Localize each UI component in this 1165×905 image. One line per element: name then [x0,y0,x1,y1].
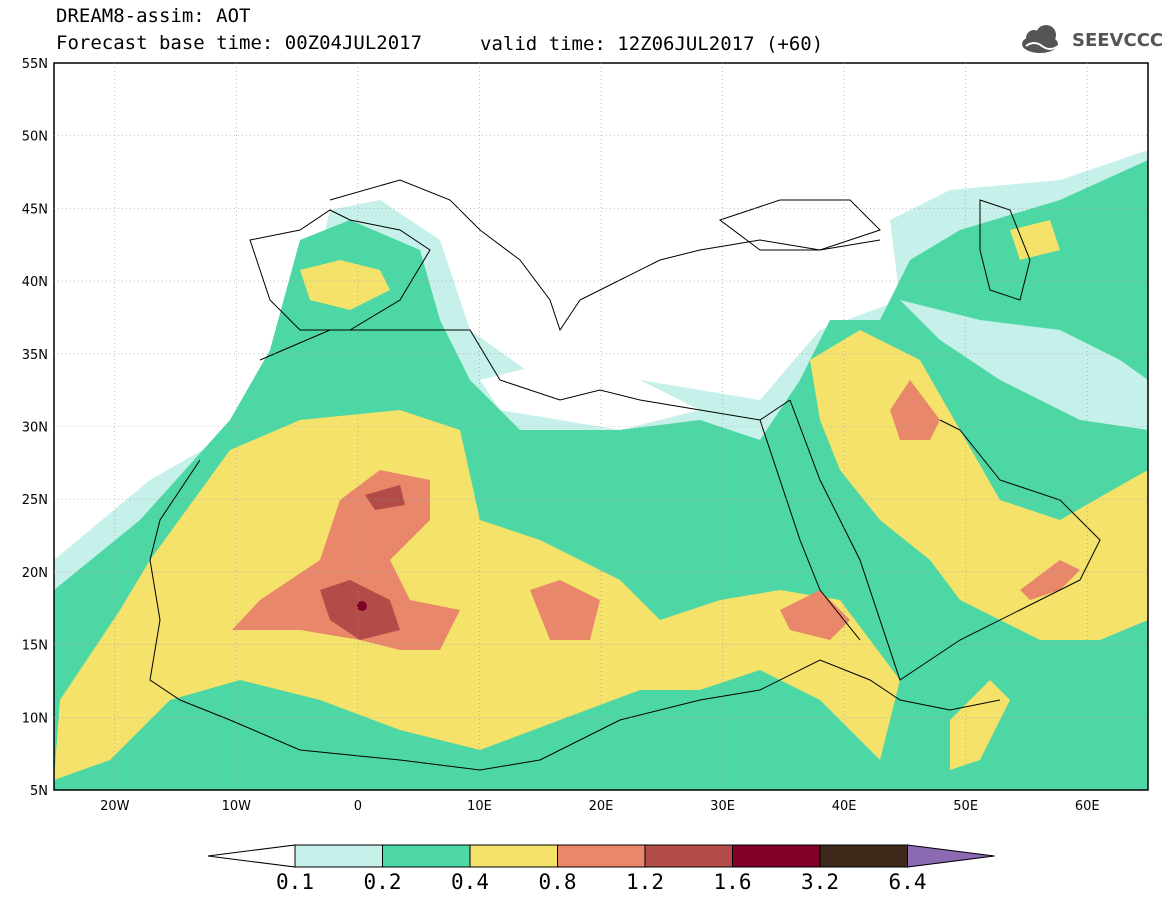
lon-label: 10E [467,799,492,814]
aot-band-0.4-caspian [1010,220,1060,260]
colorbar-swatch [294,844,383,868]
lat-label: 55N [22,57,48,72]
colorbar-swatch [557,844,646,868]
colorbar-label: 0.8 [539,870,577,894]
colorbar-left-arrow [207,844,296,868]
caspian-sea [979,199,1031,301]
black-sea [718,199,881,251]
lat-label: 30N [22,421,48,436]
lat-label: 25N [22,493,48,508]
seevccc-logo [1022,25,1059,53]
title-line-1: DREAM8-assim: AOT [56,5,251,27]
arabia-coast [789,399,1101,681]
colorbar-swatch [469,844,558,868]
colorbar-label: 0.1 [276,870,314,894]
lat-label: 40N [22,275,48,290]
lon-label: 0 [354,799,362,814]
logo-text: SEEVCCC [1072,30,1164,51]
lat-label: 45N [22,202,48,217]
lon-label: 50E [953,799,978,814]
colorbar-label: 1.2 [626,870,664,894]
lon-label: 30E [710,799,735,814]
lon-label: 40E [832,799,857,814]
title-line-2: Forecast base time: 00Z04JUL2017 [56,32,423,54]
lat-label: 35N [22,348,48,363]
lon-label: 60E [1075,799,1100,814]
africa-coast [149,459,1001,771]
red-sea-west [759,419,861,641]
aot-band-0.8-chad [530,580,600,640]
colorbar-right-arrow [907,844,995,868]
med-south-coast [259,329,791,421]
longitude-labels: 20W 10W 0 10E 20E 30E 40E 50E 60E [100,799,1100,814]
lat-label: 20N [22,566,48,581]
lat-label: 5N [30,784,48,799]
colorbar-label: 6.4 [889,870,927,894]
colorbar-label: 0.2 [364,870,402,894]
colorbar-label: 3.2 [801,870,839,894]
colorbar-swatch [819,844,908,868]
lat-label: 10N [22,711,48,726]
colorbar-label: 1.6 [714,870,752,894]
europe-coast [329,179,881,332]
aot-band-0.4-somalia [950,680,1010,770]
colorbar: 0.1 0.2 0.4 0.8 1.2 1.6 3.2 6.4 [207,844,995,894]
colorbar-swatch [644,844,733,868]
colorbar-swatch [382,844,471,868]
aot-band-0.4-iberia [300,260,390,310]
colorbar-label: 0.4 [451,870,489,894]
aot-clear-area-2 [900,300,1148,430]
lon-label: 20W [100,799,130,814]
iberia-coast [249,209,431,331]
aot-band-0.8-sahara [232,470,460,650]
aot-band-1.2-north [365,485,405,510]
aot-band-0.4-west [54,410,900,780]
valid-time: valid time: 12Z06JUL2017 (+60) [480,33,824,55]
aot-band-0.8-oman [1020,560,1080,600]
lat-label: 50N [22,130,48,145]
aot-band-0.8-sudan [780,590,850,640]
latitude-labels: 55N 50N 45N 40N 35N 30N 25N 20N 15N 10N 5N [22,57,48,799]
lon-label: 10W [222,799,252,814]
colorbar-swatch [732,844,821,868]
lat-label: 15N [22,639,48,654]
aot-band-0.8-iraq [890,380,940,440]
aot-band-1.6 [357,601,367,611]
coastlines [149,179,1101,771]
aot-clear-area [480,360,700,430]
lon-label: 20E [589,799,614,814]
